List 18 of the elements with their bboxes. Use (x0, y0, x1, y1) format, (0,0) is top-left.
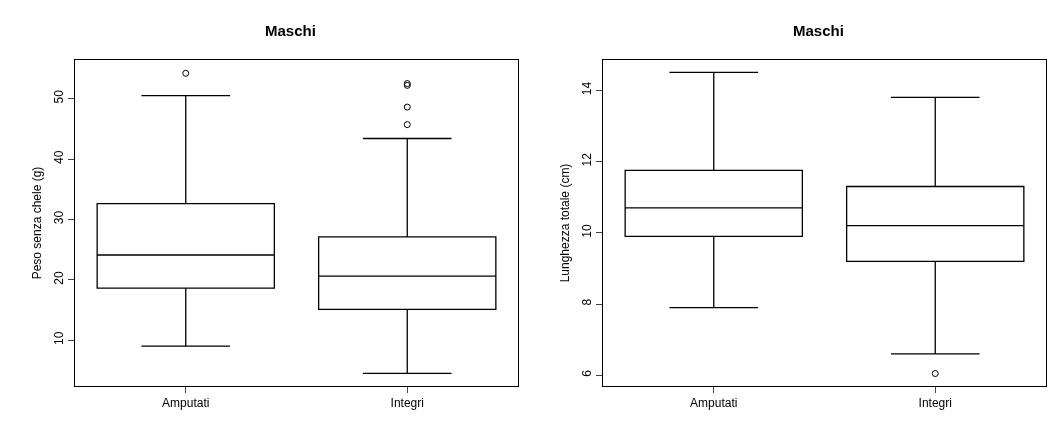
y-tick-label: 40 (52, 150, 67, 164)
y-tick-label: 50 (52, 89, 67, 104)
chart-title: Maschi (264, 22, 316, 40)
y-tick-label: 10 (52, 331, 67, 345)
y-tick-label: 14 (580, 81, 595, 96)
y-tick-label: 20 (52, 270, 67, 285)
y-tick-label: 6 (580, 369, 595, 377)
y-axis-title: Peso senza chele (g) (29, 166, 44, 280)
chart-title: Maschi (792, 22, 844, 40)
x-tick-label: Amputati (162, 396, 210, 411)
y-tick-label: 30 (52, 210, 67, 225)
y-tick-label: 10 (580, 224, 595, 238)
y-tick-label: 8 (580, 298, 595, 306)
y-axis-title: Lunghezza totale (cm) (557, 163, 572, 283)
x-tick-label: Integri (918, 396, 952, 411)
y-tick-label: 12 (580, 152, 595, 167)
x-tick-label: Amputati (690, 396, 738, 411)
x-tick-label: Integri (390, 396, 424, 411)
